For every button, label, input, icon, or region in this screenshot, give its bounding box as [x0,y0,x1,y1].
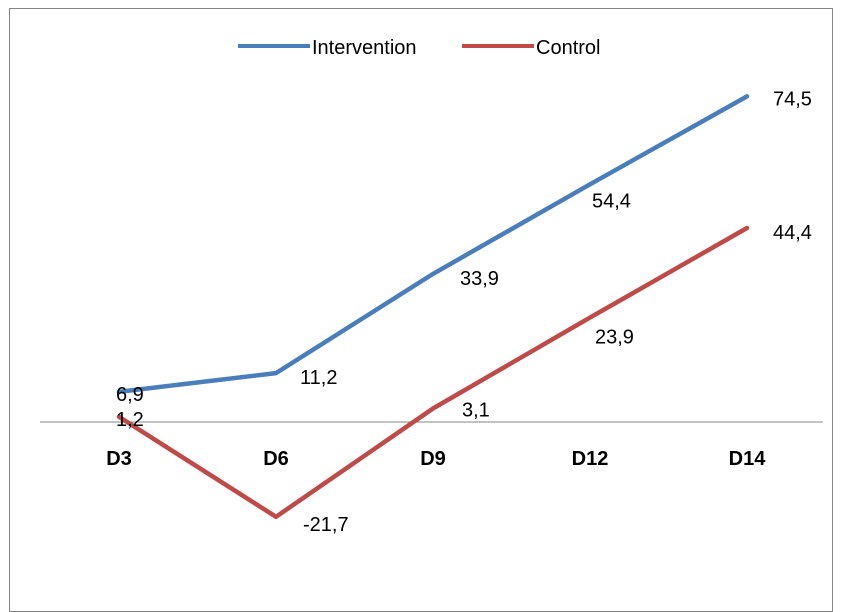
x-tick-label-d9: D9 [420,448,446,470]
x-tick-label-d6: D6 [263,448,289,470]
data-label-intervention-d6: 11,2 [300,367,337,389]
data-label-control-d14: 44,4 [773,222,812,244]
data-label-intervention-d14: 74,5 [773,88,812,110]
legend-label-intervention: Intervention [312,37,417,59]
series-lines [116,94,750,520]
legend: Intervention Control [238,37,600,59]
data-label-control-d3: 1,2 [116,409,144,431]
data-label-control-d12: 23,9 [595,327,634,349]
chart-border [9,8,833,612]
x-tick-label-d12: D12 [572,448,609,470]
legend-item-control: Control [462,37,600,59]
data-labels: 6,9 11,2 33,9 54,4 74,5 1,2 -21,7 3,1 23,9 44,4 [116,88,812,535]
series-line-control [116,225,750,520]
data-label-control-d6: -21,7 [303,514,349,536]
data-label-control-d9: 3,1 [462,399,490,421]
data-label-intervention-d3: 6,9 [116,384,144,406]
legend-item-intervention: Intervention [238,37,417,59]
legend-label-control: Control [536,37,600,59]
series-line-intervention [116,94,750,395]
x-tick-label-d14: D14 [729,448,767,470]
data-label-intervention-d12: 54,4 [592,190,631,212]
category-labels: D3 D6 D9 D12 D14 [106,448,766,470]
data-label-intervention-d9: 33,9 [460,268,499,290]
x-tick-label-d3: D3 [106,448,132,470]
